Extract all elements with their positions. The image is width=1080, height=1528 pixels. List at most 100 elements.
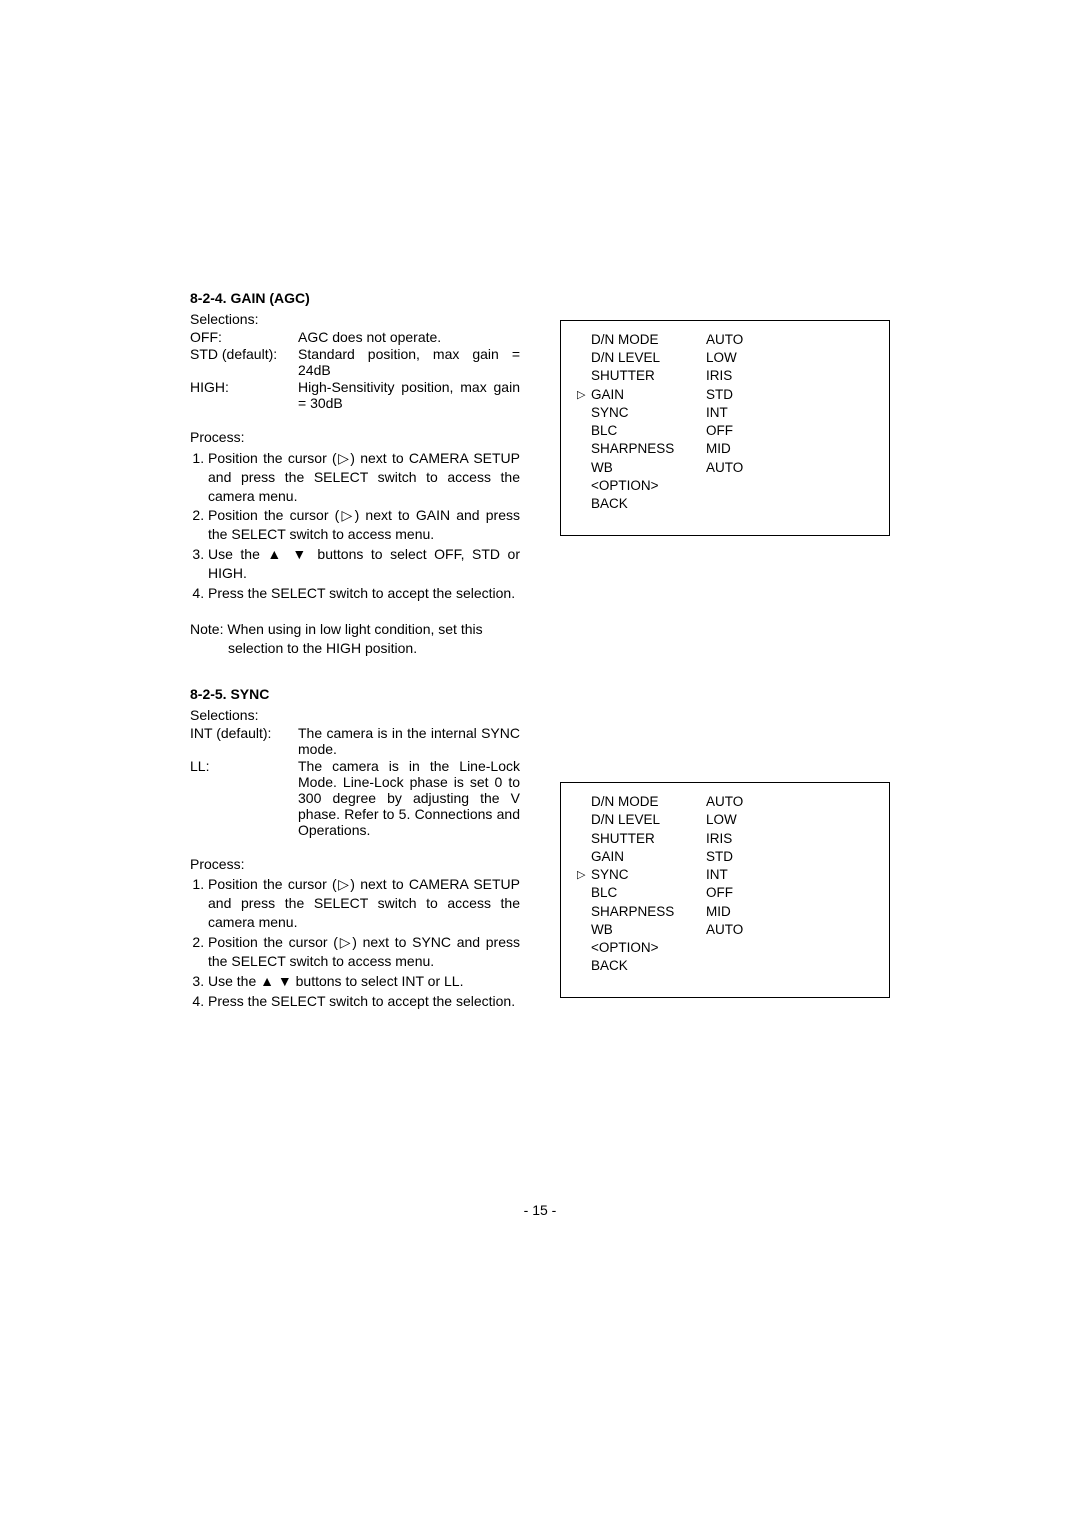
menu-row: BLCOFF: [577, 422, 873, 440]
note-text-line1: When using in low light condition, set t…: [227, 621, 482, 637]
menu-label: D/N MODE: [591, 331, 706, 349]
left-column: 8-2-4. GAIN (AGC) Selections: OFF: AGC d…: [190, 290, 520, 1012]
table-row: HIGH: High-Sensitivity position, max gai…: [190, 379, 520, 412]
menu-value: AUTO: [706, 331, 873, 349]
menu-value: LOW: [706, 811, 873, 829]
menu-label: WB: [591, 921, 706, 939]
list-item: Position the cursor (▷) next to CAMERA S…: [208, 449, 520, 506]
menu-row: <OPTION>: [577, 477, 873, 495]
menu-row: SHUTTERIRIS: [577, 367, 873, 385]
selection-value: Standard position, max gain = 24dB: [298, 346, 520, 379]
menu-row: BLCOFF: [577, 884, 873, 902]
menu-label: WB: [591, 459, 706, 477]
menu-value: [706, 495, 873, 513]
menu-row: WBAUTO: [577, 459, 873, 477]
page: 8-2-4. GAIN (AGC) Selections: OFF: AGC d…: [0, 0, 1080, 1528]
list-item: Position the cursor (▷) next to SYNC and…: [208, 933, 520, 971]
menu-box-gain: D/N MODEAUTO D/N LEVELLOW SHUTTERIRIS ▷G…: [560, 320, 890, 536]
selection-value: The camera is in the Line-Lock Mode. Lin…: [298, 758, 520, 839]
menu-row: SHUTTERIRIS: [577, 830, 873, 848]
menu-row: WBAUTO: [577, 921, 873, 939]
selection-key: OFF:: [190, 329, 298, 346]
menu-label: SHUTTER: [591, 367, 706, 385]
gain-note: Note: When using in low light condition,…: [190, 620, 520, 658]
menu-value: [706, 957, 873, 975]
menu-label: SHUTTER: [591, 830, 706, 848]
selection-value: High-Sensitivity position, max gain = 30…: [298, 379, 520, 412]
right-column: D/N MODEAUTO D/N LEVELLOW SHUTTERIRIS ▷G…: [560, 290, 890, 1012]
menu-value: INT: [706, 404, 873, 422]
menu-label: BACK: [591, 957, 706, 975]
list-item: Use the ▲ ▼ buttons to select OFF, STD o…: [208, 545, 520, 583]
menu-row: SHARPNESSMID: [577, 440, 873, 458]
menu-value: IRIS: [706, 830, 873, 848]
menu-box-sync: D/N MODEAUTO D/N LEVELLOW SHUTTERIRIS GA…: [560, 782, 890, 998]
menu-row: <OPTION>: [577, 939, 873, 957]
list-item: Use the ▲ ▼ buttons to select INT or LL.: [208, 972, 520, 991]
gain-process-label: Process:: [190, 428, 520, 447]
menu-label: D/N LEVEL: [591, 811, 706, 829]
list-item: Position the cursor (▷) next to GAIN and…: [208, 506, 520, 544]
section-heading-sync: 8-2-5. SYNC: [190, 686, 520, 702]
selection-key: STD (default):: [190, 346, 298, 379]
gain-selections-label: Selections:: [190, 310, 520, 329]
menu-label: D/N LEVEL: [591, 349, 706, 367]
menu-label: BLC: [591, 422, 706, 440]
menu-label: GAIN: [591, 848, 706, 866]
sync-process-list: Position the cursor (▷) next to CAMERA S…: [190, 875, 520, 1010]
selection-key: INT (default):: [190, 725, 298, 758]
note-lead: Note:: [190, 621, 223, 637]
two-column-layout: 8-2-4. GAIN (AGC) Selections: OFF: AGC d…: [190, 290, 890, 1012]
menu-value: MID: [706, 440, 873, 458]
list-item: Position the cursor (▷) next to CAMERA S…: [208, 875, 520, 932]
table-row: OFF: AGC does not operate.: [190, 329, 520, 346]
menu-label: <OPTION>: [591, 477, 706, 495]
menu-value: [706, 477, 873, 495]
menu-label: SYNC: [591, 404, 706, 422]
menu-label: <OPTION>: [591, 939, 706, 957]
menu-row: SHARPNESSMID: [577, 903, 873, 921]
menu-label: D/N MODE: [591, 793, 706, 811]
menu-value: STD: [706, 386, 873, 404]
menu-row: BACK: [577, 495, 873, 513]
list-item: Press the SELECT switch to accept the se…: [208, 584, 520, 603]
cursor-icon: ▷: [577, 388, 585, 403]
menu-value: IRIS: [706, 367, 873, 385]
table-row: STD (default): Standard position, max ga…: [190, 346, 520, 379]
menu-value: LOW: [706, 349, 873, 367]
selection-value: The camera is in the internal SYNC mode.: [298, 725, 520, 758]
selection-value: AGC does not operate.: [298, 329, 520, 346]
menu-label: BACK: [591, 495, 706, 513]
menu-value: OFF: [706, 884, 873, 902]
menu-row: GAINSTD: [577, 848, 873, 866]
section-heading-gain: 8-2-4. GAIN (AGC): [190, 290, 520, 306]
sync-selections-table: INT (default): The camera is in the inte…: [190, 725, 520, 839]
menu-value: STD: [706, 848, 873, 866]
page-number: - 15 -: [0, 1202, 1080, 1218]
note-text-line2: selection to the HIGH position.: [190, 639, 520, 658]
menu-value: INT: [706, 866, 873, 884]
gain-selections-table: OFF: AGC does not operate. STD (default)…: [190, 329, 520, 412]
sync-process-label: Process:: [190, 855, 520, 874]
menu-label: SYNC: [591, 866, 706, 884]
menu-table-gain: D/N MODEAUTO D/N LEVELLOW SHUTTERIRIS ▷G…: [577, 331, 873, 513]
menu-label: SHARPNESS: [591, 903, 706, 921]
menu-table-sync: D/N MODEAUTO D/N LEVELLOW SHUTTERIRIS GA…: [577, 793, 873, 975]
menu-row: ▷ GAINSTD: [577, 386, 873, 404]
menu-value: AUTO: [706, 793, 873, 811]
menu-row: ▷SYNCINT: [577, 866, 873, 884]
menu-row: D/N MODEAUTO: [577, 793, 873, 811]
menu-value: OFF: [706, 422, 873, 440]
menu-value: AUTO: [706, 459, 873, 477]
selection-key: LL:: [190, 758, 298, 839]
menu-row: D/N LEVELLOW: [577, 811, 873, 829]
menu-value: AUTO: [706, 921, 873, 939]
selection-key: HIGH:: [190, 379, 298, 412]
list-item: Press the SELECT switch to accept the se…: [208, 992, 520, 1011]
table-row: LL: The camera is in the Line-Lock Mode.…: [190, 758, 520, 839]
table-row: INT (default): The camera is in the inte…: [190, 725, 520, 758]
menu-row: D/N LEVELLOW: [577, 349, 873, 367]
gain-process-list: Position the cursor (▷) next to CAMERA S…: [190, 449, 520, 603]
menu-label: BLC: [591, 884, 706, 902]
menu-label: GAIN: [591, 386, 706, 404]
